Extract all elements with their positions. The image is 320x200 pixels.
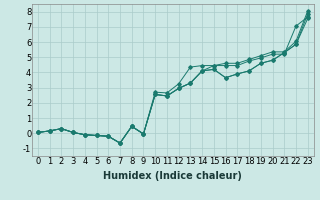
X-axis label: Humidex (Indice chaleur): Humidex (Indice chaleur) — [103, 171, 242, 181]
